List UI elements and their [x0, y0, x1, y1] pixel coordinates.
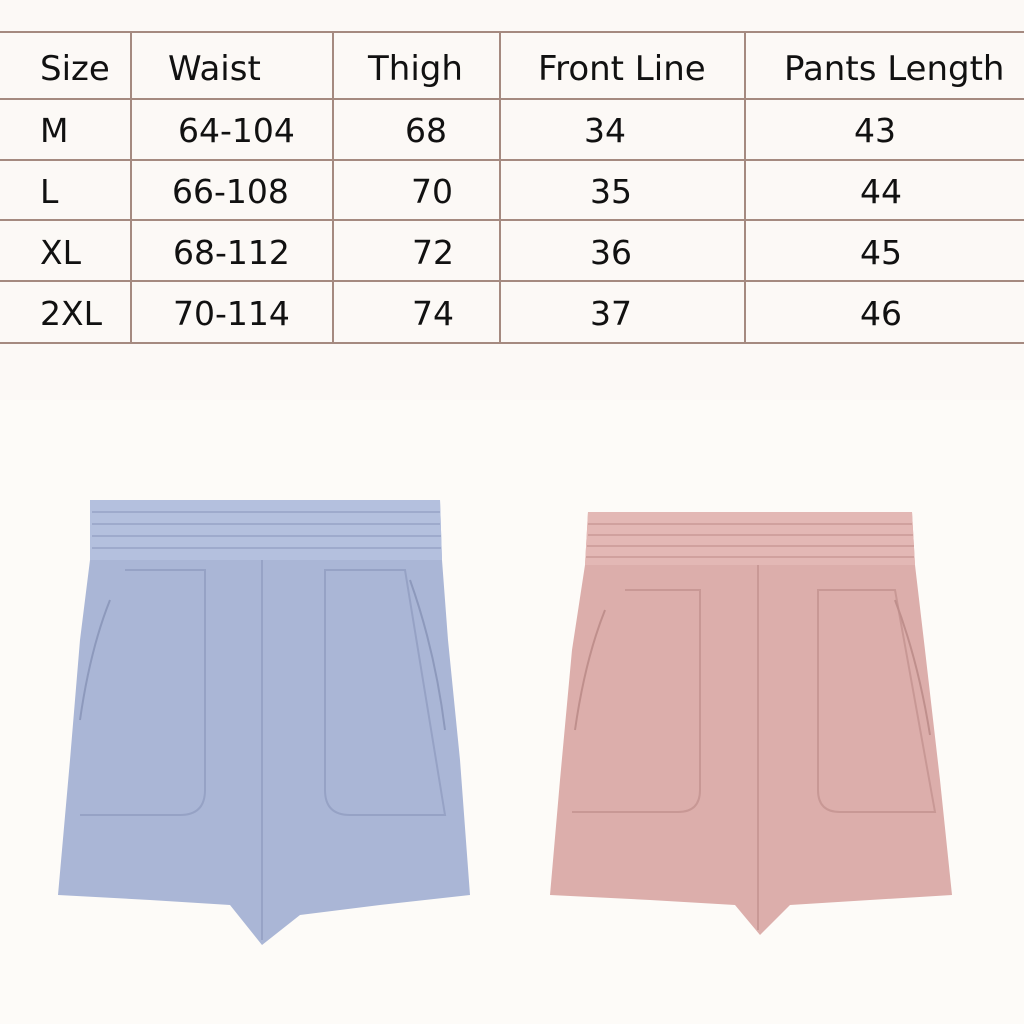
- cell-pants-length: 45: [860, 233, 902, 272]
- cell-front-line: 34: [584, 111, 626, 150]
- cell-size: L: [40, 172, 59, 211]
- blue-shorts-image: [58, 500, 470, 945]
- table-line: [0, 98, 1024, 100]
- header-waist: Waist: [168, 49, 261, 89]
- pink-shorts-image: [550, 512, 952, 935]
- cell-pants-length: 44: [860, 172, 902, 211]
- table-line: [0, 219, 1024, 221]
- cell-size: M: [40, 111, 69, 150]
- header-front-line: Front Line: [538, 49, 706, 89]
- table-line: [130, 32, 132, 344]
- cell-waist: 66-108: [172, 172, 289, 211]
- cell-pants-length: 46: [860, 294, 902, 333]
- table-line: [0, 31, 1024, 33]
- table-line: [0, 280, 1024, 282]
- cell-size: XL: [40, 233, 81, 272]
- cell-thigh: 68: [405, 111, 447, 150]
- table-line: [499, 32, 501, 344]
- cell-size: 2XL: [40, 294, 102, 333]
- table-line: [744, 32, 746, 344]
- header-size: Size: [40, 49, 110, 89]
- cell-waist: 70-114: [173, 294, 290, 333]
- header-pants-length: Pants Length: [784, 49, 1005, 89]
- cell-front-line: 37: [590, 294, 632, 333]
- cell-thigh: 74: [412, 294, 454, 333]
- table-line: [0, 342, 1024, 344]
- cell-thigh: 72: [412, 233, 454, 272]
- cell-front-line: 35: [590, 172, 632, 211]
- header-thigh: Thigh: [368, 49, 463, 89]
- cell-waist: 68-112: [173, 233, 290, 272]
- table-line: [0, 159, 1024, 161]
- cell-front-line: 36: [590, 233, 632, 272]
- table-line: [332, 32, 334, 344]
- cell-thigh: 70: [411, 172, 453, 211]
- cell-pants-length: 43: [854, 111, 896, 150]
- cell-waist: 64-104: [178, 111, 295, 150]
- size-chart: Size Waist Thigh Front Line Pants Length…: [0, 0, 1024, 400]
